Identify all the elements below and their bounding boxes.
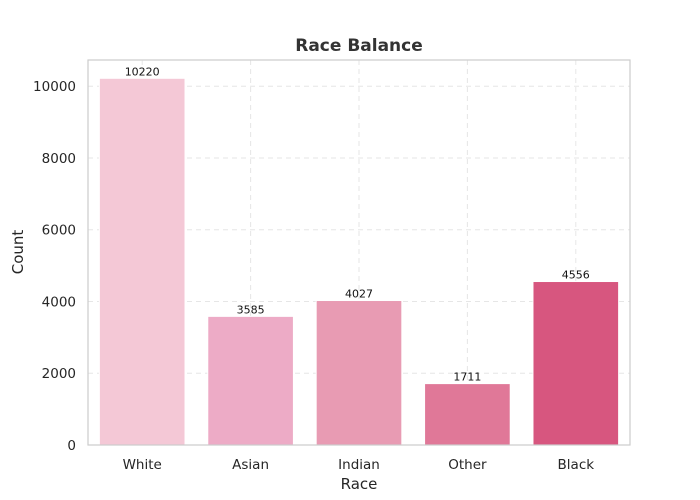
bar-indian [315, 300, 403, 446]
data-label-asian: 3585 [237, 303, 265, 316]
y-tick-label: 6000 [42, 223, 76, 239]
x-tick-label-other: Other [448, 457, 487, 473]
plot-frame [87, 59, 631, 446]
y-tick-label: 10000 [33, 79, 76, 95]
x-tick-label-white: White [123, 457, 162, 473]
bar-black [532, 281, 620, 446]
data-labels: 10220 3585 4027 1711 4556 [125, 65, 590, 383]
data-label-black: 4556 [562, 269, 590, 282]
x-axis-label: Race [341, 475, 378, 493]
y-tick-label: 0 [67, 438, 76, 454]
bar-other [424, 383, 511, 446]
y-axis-label: Count [9, 230, 27, 275]
y-tick-label: 8000 [42, 151, 76, 167]
y-axis-ticks: 0 2000 4000 6000 8000 10000 [33, 79, 76, 454]
x-tick-label-indian: Indian [338, 457, 380, 473]
data-label-white: 10220 [125, 65, 160, 78]
chart-title: Race Balance [295, 36, 423, 56]
bar-white [98, 77, 186, 446]
y-tick-label: 2000 [42, 366, 76, 382]
x-tick-label-asian: Asian [232, 457, 269, 473]
x-tick-label-black: Black [558, 457, 595, 473]
data-label-other: 1711 [453, 371, 481, 384]
bars [98, 77, 620, 446]
y-tick-label: 4000 [42, 294, 76, 310]
bar-asian [207, 315, 294, 446]
data-label-indian: 4027 [345, 288, 373, 301]
x-axis-ticks: White Asian Indian Other Black [123, 457, 595, 473]
